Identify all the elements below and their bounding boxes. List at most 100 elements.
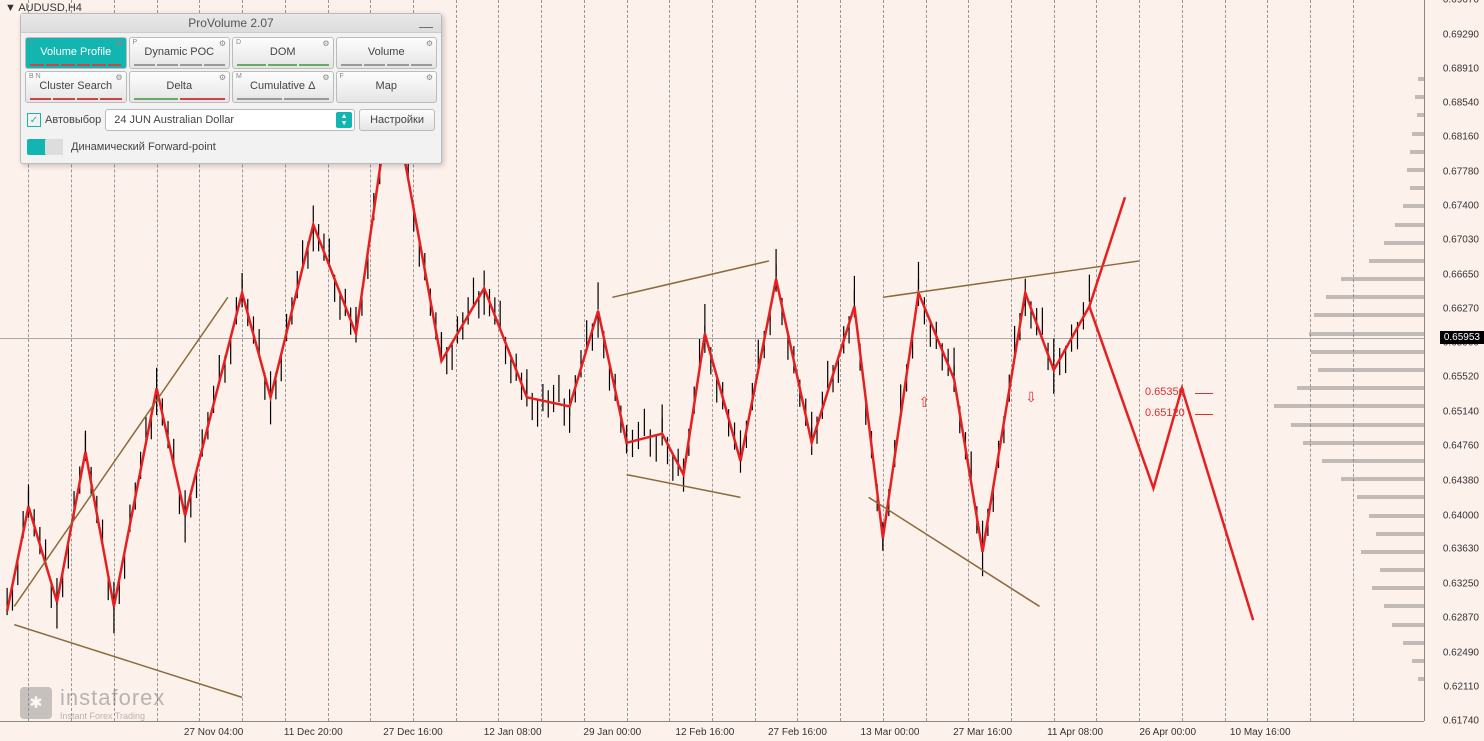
grid-line-vertical <box>797 0 798 721</box>
price-level-label: 0.65350 <box>1145 386 1185 398</box>
volume-profile-bar <box>1341 277 1424 281</box>
panel-button-delta[interactable]: ⚙Delta <box>129 71 231 103</box>
panel-button-cumulative-[interactable]: M⚙Cumulative Δ <box>232 71 334 103</box>
grid-line-vertical <box>1139 0 1140 721</box>
grid-line-vertical <box>755 0 756 721</box>
volume-profile-bar <box>1403 204 1424 208</box>
grid-line-vertical <box>1096 0 1097 721</box>
volume-profile-bar <box>1410 186 1424 190</box>
forward-point-label: Динамический Forward-point <box>71 141 216 153</box>
price-level-tick <box>1195 393 1213 394</box>
grid-line-vertical <box>926 0 927 721</box>
settings-button[interactable]: Настройки <box>359 109 435 131</box>
volume-profile-bar <box>1410 150 1424 154</box>
volume-profile-bar <box>1369 514 1424 518</box>
x-axis-label: 27 Nov 04:00 <box>184 727 244 738</box>
y-axis-label: 0.68540 <box>1443 97 1479 108</box>
volume-profile-bar <box>1412 659 1424 663</box>
volume-profile-bar <box>1341 477 1424 481</box>
y-axis-label: 0.69290 <box>1443 29 1479 40</box>
grid-line-vertical <box>1054 0 1055 721</box>
y-axis-label: 0.67030 <box>1443 235 1479 246</box>
grid-line-vertical <box>1267 0 1268 721</box>
y-axis-label: 0.68910 <box>1443 64 1479 75</box>
y-axis-label: 0.69670 <box>1443 0 1479 6</box>
volume-profile-bar <box>1357 495 1424 499</box>
x-axis-label: 11 Apr 08:00 <box>1047 727 1103 738</box>
grid-line-vertical <box>712 0 713 721</box>
volume-profile-bar <box>1291 423 1424 427</box>
grid-line-vertical <box>840 0 841 721</box>
volume-profile-bar <box>1376 532 1424 536</box>
volume-profile-bar <box>1412 132 1424 136</box>
panel-button-dynamic-poc[interactable]: P⚙Dynamic POC <box>129 37 231 69</box>
logo-icon: ✱ <box>20 687 52 719</box>
current-price-marker: 0.65953 <box>1440 331 1484 344</box>
panel-button-dom[interactable]: D⚙DOM <box>232 37 334 69</box>
x-axis-label: 26 Apr 00:00 <box>1139 727 1196 738</box>
x-axis-label: 27 Dec 16:00 <box>383 727 443 738</box>
volume-profile-bar <box>1326 295 1424 299</box>
y-axis-label: 0.63630 <box>1443 544 1479 555</box>
volume-profile-bar <box>1311 350 1424 354</box>
y-axis-label: 0.64760 <box>1443 441 1479 452</box>
x-axis-label: 12 Feb 16:00 <box>675 727 734 738</box>
volume-profile-bar <box>1322 459 1424 463</box>
grid-line-vertical <box>498 0 499 721</box>
grid-line-vertical <box>968 0 969 721</box>
check-icon: ✓ <box>27 113 41 127</box>
volume-profile-bar <box>1369 259 1424 263</box>
y-axis-label: 0.65520 <box>1443 372 1479 383</box>
x-axis-label: 10 May 16:00 <box>1230 727 1291 738</box>
x-axis-label: 27 Feb 16:00 <box>768 727 827 738</box>
volume-profile-bar <box>1403 641 1424 645</box>
y-axis-label: 0.68160 <box>1443 132 1479 143</box>
auto-select-checkbox[interactable]: ✓ Автовыбор <box>27 113 101 127</box>
volume-profile-bar <box>1384 604 1424 608</box>
y-axis-label: 0.67400 <box>1443 201 1479 212</box>
volume-profile-bar <box>1417 113 1424 117</box>
volume-profile-bar <box>1372 586 1424 590</box>
grid-line-vertical <box>1182 0 1183 721</box>
y-axis-label: 0.62110 <box>1444 682 1479 693</box>
minimize-icon[interactable]: — <box>419 18 433 34</box>
y-axis-label: 0.61740 <box>1443 716 1479 727</box>
x-axis-label: 12 Jan 08:00 <box>484 727 542 738</box>
grid-line-vertical <box>584 0 585 721</box>
forward-point-toggle[interactable] <box>27 139 63 155</box>
panel-button-cluster-search[interactable]: B N⚙Cluster Search <box>25 71 127 103</box>
y-axis: 0.696700.692900.689100.685400.681600.677… <box>1424 0 1484 721</box>
panel-button-volume[interactable]: ⚙Volume <box>336 37 438 69</box>
contract-select-value: 24 JUN Australian Dollar <box>114 114 234 126</box>
y-axis-label: 0.64000 <box>1443 510 1479 521</box>
volume-profile-bar <box>1274 404 1424 408</box>
panel-title: ProVolume 2.07 <box>188 16 273 30</box>
y-axis-label: 0.65140 <box>1443 406 1479 417</box>
volume-profile-bar <box>1392 623 1424 627</box>
volume-profile-bar <box>1384 241 1424 245</box>
down-arrow-icon: ⇩ <box>1025 389 1037 406</box>
volume-profile-bar <box>1297 386 1424 390</box>
contract-select[interactable]: 24 JUN Australian Dollar ▲▼ <box>105 109 355 131</box>
y-axis-label: 0.62870 <box>1443 613 1479 624</box>
price-level-label: 0.65120 <box>1145 407 1185 419</box>
y-axis-label: 0.66270 <box>1443 304 1479 315</box>
auto-select-label: Автовыбор <box>45 114 101 126</box>
x-axis-label: 27 Mar 16:00 <box>953 727 1012 738</box>
current-price-line <box>0 338 1424 339</box>
y-axis-label: 0.64380 <box>1443 475 1479 486</box>
y-axis-label: 0.62490 <box>1443 647 1479 658</box>
select-arrows-icon: ▲▼ <box>336 112 352 128</box>
x-axis-label: 29 Jan 00:00 <box>583 727 641 738</box>
panel-title-bar[interactable]: ProVolume 2.07 — <box>21 14 441 33</box>
grid-line-vertical <box>456 0 457 721</box>
provolume-panel[interactable]: ProVolume 2.07 — V⚙Volume ProfileP⚙Dynam… <box>20 13 442 164</box>
x-axis-label: 11 Dec 20:00 <box>284 727 343 738</box>
volume-profile-bar <box>1415 95 1424 99</box>
panel-button-volume-profile[interactable]: V⚙Volume Profile <box>25 37 127 69</box>
watermark: ✱ instaforex Instant Forex Trading <box>20 685 165 721</box>
y-axis-label: 0.66650 <box>1443 269 1479 280</box>
panel-button-map[interactable]: F⚙Map <box>336 71 438 103</box>
watermark-main: instaforex <box>60 685 165 711</box>
watermark-sub: Instant Forex Trading <box>60 711 165 721</box>
